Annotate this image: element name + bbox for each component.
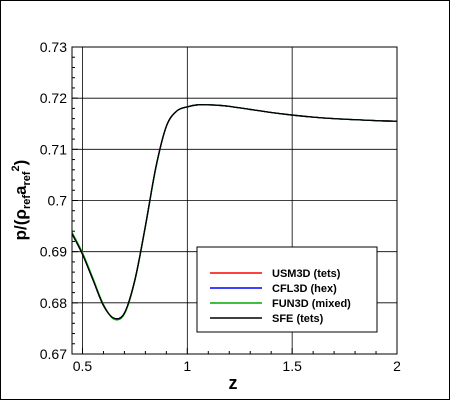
y-label-p: p/( — [11, 219, 30, 240]
legend-label: USM3D (tets) — [272, 268, 341, 280]
y-tick-label: 0.69 — [40, 244, 67, 260]
y-label-a: a — [11, 185, 30, 195]
y-label-exp: 2 — [10, 165, 22, 171]
y-tick-label: 0.68 — [40, 295, 67, 311]
legend-label: CFL3D (hex) — [272, 283, 337, 295]
y-tick-label: 0.7 — [48, 193, 68, 209]
y-label-rho: ρ — [11, 209, 30, 220]
y-axis-label: p/(ρrefaref2) — [10, 160, 33, 241]
series-line-4 — [71, 103, 398, 320]
y-tick-label: 0.73 — [40, 39, 67, 55]
tick-labels: 0.5 1 1.5 2 0.67 0.68 0.69 0.7 0.71 0.72 0.73 — [40, 39, 401, 374]
x-axis-label: z — [229, 373, 238, 393]
y-tick-label: 0.72 — [40, 90, 67, 106]
legend-label: FUN3D (mixed) — [272, 298, 351, 310]
x-tick-label: 1.5 — [282, 358, 302, 374]
legend: USM3D (tets) CFL3D (hex) FUN3D (mixed) SFE … — [196, 246, 378, 333]
x-tick-label: 0.5 — [73, 358, 93, 374]
y-tick-label: 0.67 — [40, 346, 67, 362]
x-tick-label: 2 — [393, 358, 401, 374]
legend-label: SFE (tets) — [272, 313, 324, 325]
series-layer — [71, 103, 398, 321]
axis-ticks — [72, 46, 398, 355]
y-label-rho-sub: ref — [21, 195, 33, 209]
y-tick-label: 0.71 — [40, 141, 67, 157]
x-tick-label: 1 — [183, 358, 191, 374]
legend-items: USM3D (tets) CFL3D (hex) FUN3D (mixed) SFE … — [210, 268, 351, 325]
y-label-a-sub: ref — [21, 171, 33, 185]
y-label-close: ) — [11, 160, 30, 166]
